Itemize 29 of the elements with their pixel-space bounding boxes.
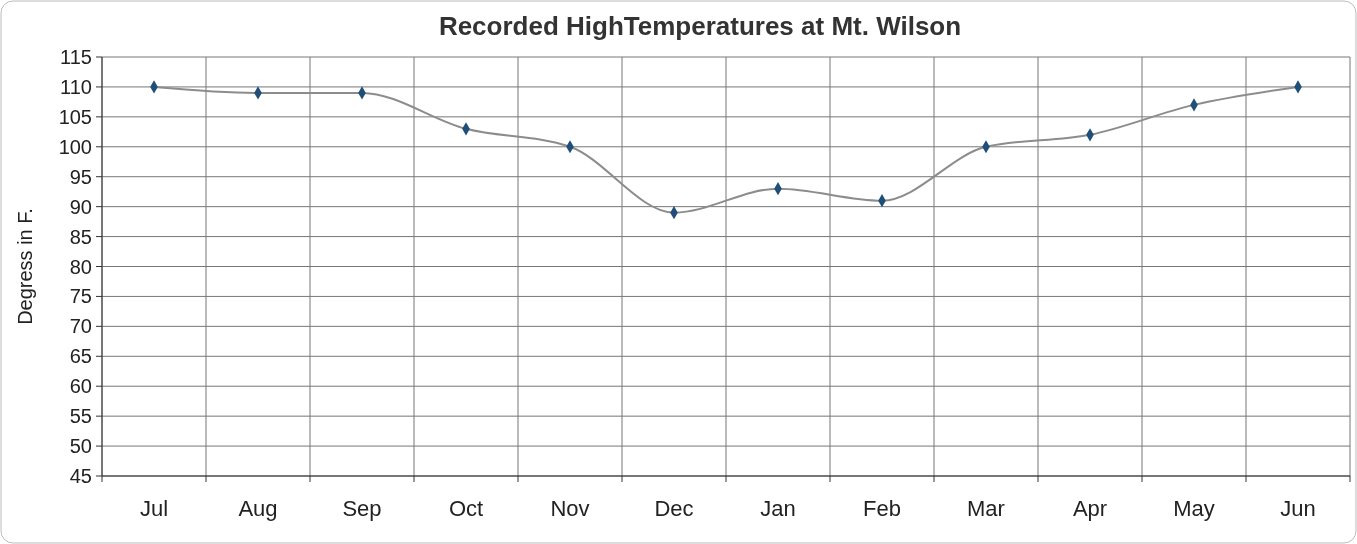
- y-tick-label: 80: [69, 255, 92, 278]
- y-tick-label: 105: [58, 105, 92, 128]
- x-tick-label: May: [1173, 496, 1215, 521]
- y-tick-label: 55: [69, 405, 92, 428]
- x-tick-label: Feb: [863, 496, 901, 521]
- x-tick-label: Mar: [967, 496, 1005, 521]
- y-tick-label: 45: [69, 465, 92, 487]
- y-tick-label: 95: [69, 165, 92, 188]
- x-tick-label: Sep: [342, 496, 382, 521]
- x-tick-label: Aug: [238, 496, 278, 521]
- y-tick-label: 85: [69, 225, 92, 248]
- x-tick-label: Jul: [139, 496, 169, 521]
- y-axis-title: Degress in F.: [14, 208, 36, 325]
- x-tick-label: Jun: [1280, 496, 1316, 521]
- y-tick-label: 115: [60, 46, 92, 68]
- y-tick-label: 65: [69, 345, 92, 368]
- chart-title: Recorded HighTemperatures at Mt. Wilson: [438, 11, 962, 41]
- y-tick-label: 60: [69, 375, 92, 398]
- y-tick-label: 75: [69, 285, 92, 308]
- y-tick-label: 90: [69, 195, 92, 218]
- x-tick-label: Dec: [654, 496, 694, 521]
- x-tick-label: Apr: [1072, 496, 1108, 521]
- y-tick-label: 100: [58, 135, 92, 158]
- x-tick-label: Nov: [550, 496, 590, 521]
- x-tick-label: Oct: [448, 496, 484, 521]
- y-tick-label: 50: [69, 435, 92, 458]
- x-tick-label: Jan: [760, 496, 796, 521]
- y-tick-label: 70: [69, 315, 92, 338]
- y-tick-label: 110: [60, 75, 92, 98]
